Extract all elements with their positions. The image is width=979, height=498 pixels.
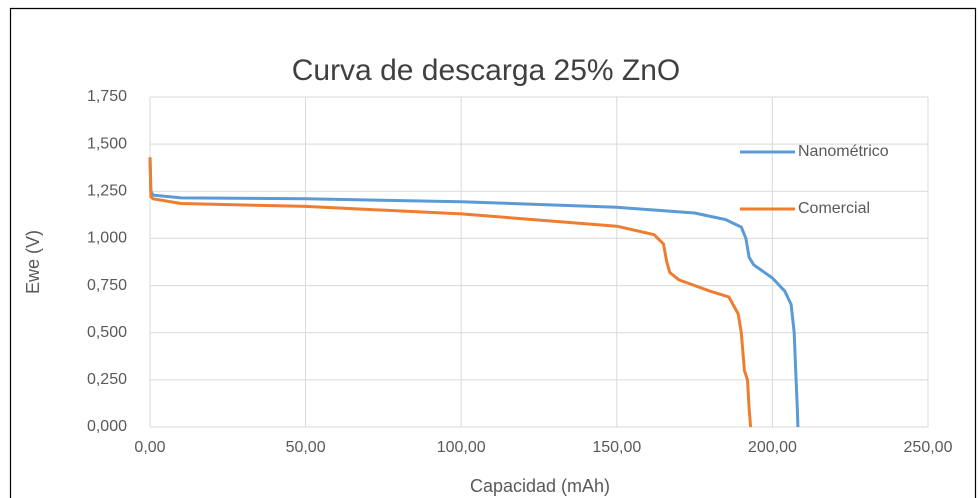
x-tick-label: 0,00	[134, 439, 165, 456]
x-tick-label: 150,00	[592, 439, 641, 456]
y-tick-label: 0,500	[87, 324, 127, 341]
x-tick-label: 50,00	[286, 439, 326, 456]
y-tick-label: 1,000	[87, 230, 127, 247]
y-tick-label: 0,750	[87, 277, 127, 294]
series-line	[148, 157, 800, 428]
series-line	[148, 157, 753, 428]
y-tick-label: 0,000	[87, 418, 127, 435]
y-tick-label: 1,500	[87, 135, 127, 152]
legend-label: Nanométrico	[798, 143, 889, 160]
y-tick-label: 0,250	[87, 371, 127, 388]
x-tick-label: 100,00	[437, 439, 486, 456]
y-axis-title: Ewe (V)	[23, 230, 43, 294]
x-tick-label: 200,00	[748, 439, 797, 456]
legend-label: Comercial	[798, 200, 870, 217]
x-axis-title: Capacidad (mAh)	[470, 476, 610, 496]
x-tick-label: 250,00	[904, 439, 953, 456]
y-tick-label: 1,250	[87, 183, 127, 200]
y-tick-label: 1,750	[87, 88, 127, 105]
chart-title: Curva de descarga 25% ZnO	[292, 54, 681, 87]
chart-border	[9, 7, 977, 498]
